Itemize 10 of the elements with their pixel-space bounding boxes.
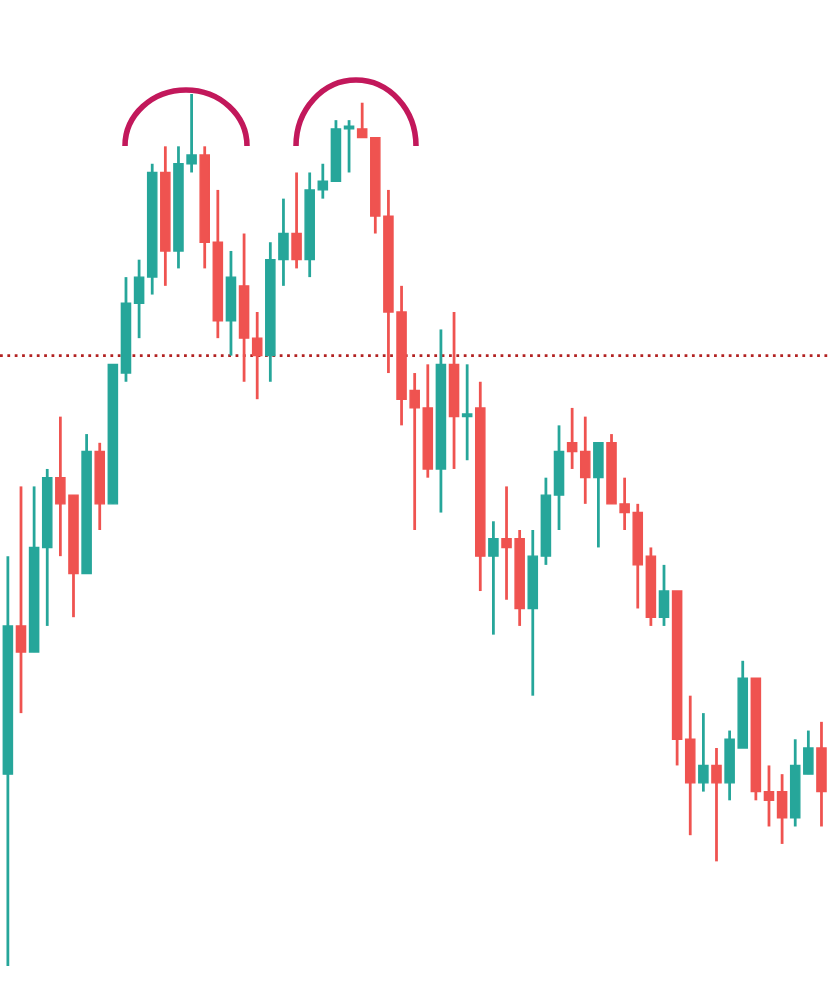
candlestick xyxy=(658,563,670,628)
candlestick xyxy=(816,720,827,828)
candlestick xyxy=(225,249,237,357)
candlestick xyxy=(698,711,709,793)
candlestick xyxy=(711,746,722,863)
candlestick xyxy=(291,171,302,270)
candlestick xyxy=(461,362,473,462)
candlestick xyxy=(15,485,27,715)
candlestick xyxy=(488,519,499,637)
candlestick xyxy=(593,441,604,549)
